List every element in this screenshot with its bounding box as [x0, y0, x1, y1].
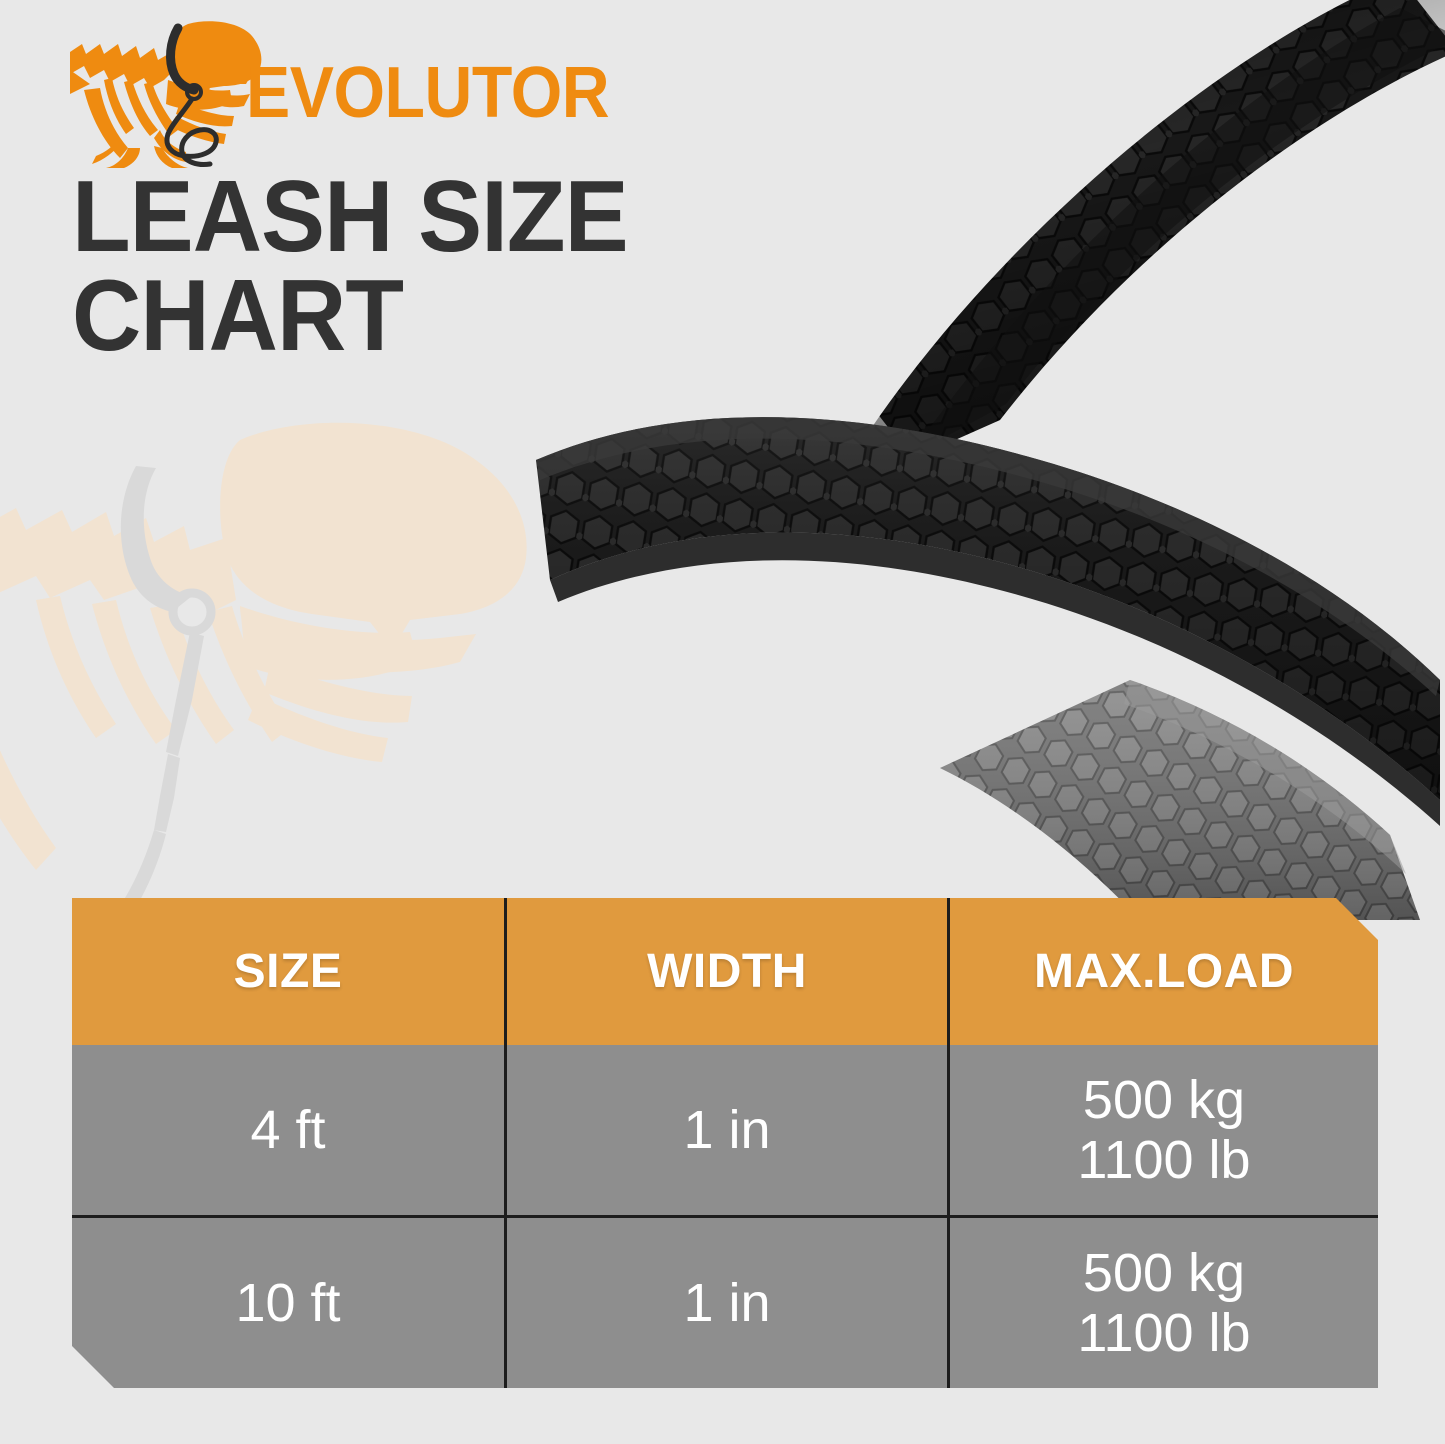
table-row: 4 ft 1 in 500 kg 1100 lb [72, 1045, 1378, 1215]
cell-max-load-lb: 1100 lb [1077, 1303, 1251, 1363]
cell-max-load-kg: 500 kg [1082, 1069, 1246, 1130]
page-title-line-2: CHART [72, 259, 404, 372]
cell-max-load-kg: 500 kg [1082, 1242, 1246, 1303]
table-header-row: SIZE WIDTH MAX.LOAD [72, 898, 1378, 1045]
column-header-max-load: MAX.LOAD [947, 898, 1378, 1045]
table-row: 10 ft 1 in 500 kg 1100 lb [72, 1215, 1378, 1388]
cell-size: 4 ft [250, 1099, 326, 1160]
cell-max-load: 500 kg 1100 lb [947, 1045, 1378, 1215]
table-body: 4 ft 1 in 500 kg 1100 lb 10 ft 1 in 500 … [72, 1045, 1378, 1388]
page-title: LEASH SIZE CHART [72, 161, 737, 372]
cell-width: 1 in [504, 1218, 947, 1388]
size-chart-table: SIZE WIDTH MAX.LOAD 4 ft 1 in 500 kg 110… [72, 898, 1378, 1386]
cell-max-load-lb: 1100 lb [1077, 1130, 1251, 1190]
column-header-size: SIZE [233, 945, 343, 998]
column-header-width: WIDTH [504, 898, 947, 1045]
trex-skeleton-leash-logo-icon [68, 18, 264, 168]
brand-logo: EVOLUTOR [68, 18, 641, 168]
cell-width: 1 in [504, 1045, 947, 1215]
cell-size: 10 ft [235, 1272, 341, 1333]
brand-name: EVOLUTOR [246, 53, 610, 133]
trex-skeleton-watermark-icon [0, 400, 580, 920]
cell-max-load: 500 kg 1100 lb [947, 1218, 1378, 1388]
page-title-line-1: LEASH SIZE [72, 161, 629, 273]
